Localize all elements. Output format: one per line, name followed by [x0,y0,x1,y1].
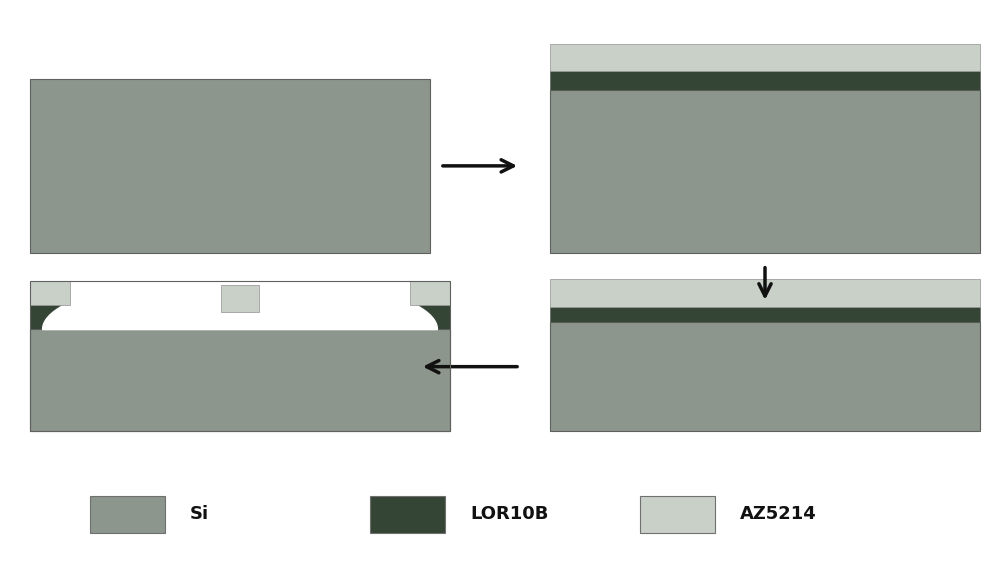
Bar [550,279,980,307]
Text: LOR10B: LOR10B [470,506,548,523]
Bar [30,79,430,253]
Bar [550,71,980,90]
Bar [30,281,450,431]
Bar [370,496,445,533]
Bar [550,44,980,71]
Bar [550,90,980,253]
Bar [221,285,259,313]
Bar [90,496,165,533]
Text: Si: Si [190,506,209,523]
Bar [30,305,450,329]
Bar [640,496,715,533]
Bar [550,322,980,431]
Polygon shape [43,276,437,329]
Text: AZ5214: AZ5214 [740,506,817,523]
Bar [410,281,450,305]
Bar [30,329,450,431]
Bar [30,281,70,305]
Bar [550,307,980,322]
